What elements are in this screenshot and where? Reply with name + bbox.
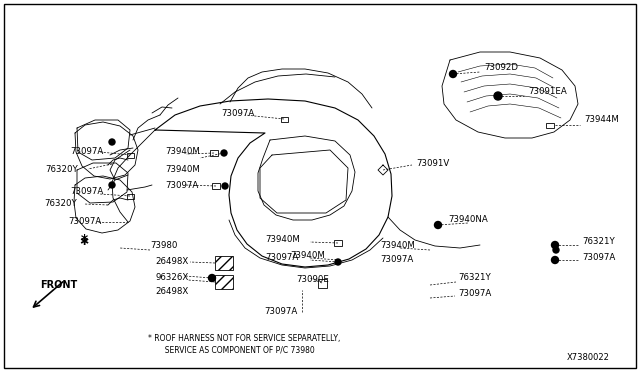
Text: 73091EA: 73091EA [528, 87, 567, 96]
Text: 73090E: 73090E [296, 276, 329, 285]
Text: 73097A: 73097A [264, 308, 298, 317]
Bar [212, 183, 220, 189]
Text: 73940M: 73940M [265, 235, 300, 244]
Text: SERVICE AS COMPONENT OF P/C 73980: SERVICE AS COMPONENT OF P/C 73980 [160, 346, 315, 355]
Circle shape [209, 275, 216, 282]
Bar [127, 193, 134, 199]
Circle shape [222, 183, 228, 189]
Circle shape [335, 259, 341, 265]
Text: 26498X: 26498X [155, 288, 188, 296]
Text: *: * [81, 233, 88, 247]
Bar [215, 275, 233, 289]
Circle shape [552, 241, 559, 248]
Circle shape [449, 71, 456, 77]
Text: 76321Y: 76321Y [582, 237, 615, 247]
Text: 73940M: 73940M [380, 241, 415, 250]
Bar [280, 116, 287, 122]
Text: * ROOF HARNESS NOT FOR SERVICE SEPARATELLY,: * ROOF HARNESS NOT FOR SERVICE SEPARATEL… [148, 334, 340, 343]
Text: FRONT: FRONT [40, 280, 77, 290]
Text: 73092D: 73092D [484, 64, 518, 73]
Text: 73091V: 73091V [416, 158, 449, 167]
Bar [317, 279, 326, 288]
Text: 73097A: 73097A [582, 253, 615, 262]
Text: 76321Y: 76321Y [458, 273, 491, 282]
Bar [127, 153, 134, 157]
Text: 26498X: 26498X [155, 257, 188, 266]
Text: 73097A: 73097A [380, 256, 413, 264]
Text: 76320Y: 76320Y [44, 199, 77, 208]
Text: 76320Y: 76320Y [45, 166, 77, 174]
Text: 73940M: 73940M [165, 166, 200, 174]
Text: 96326X: 96326X [155, 273, 188, 282]
Text: 73940M: 73940M [165, 148, 200, 157]
Text: 73097A: 73097A [70, 148, 103, 157]
Circle shape [553, 247, 559, 253]
Text: *: * [81, 237, 87, 247]
Text: 73940M: 73940M [290, 250, 325, 260]
Circle shape [494, 92, 502, 100]
Text: 73097A: 73097A [265, 253, 298, 263]
Text: 73097A: 73097A [68, 218, 101, 227]
Circle shape [552, 257, 559, 263]
Circle shape [435, 221, 442, 228]
Text: 73097A: 73097A [458, 289, 492, 298]
Bar [215, 256, 233, 270]
Circle shape [109, 182, 115, 188]
Circle shape [221, 150, 227, 156]
Bar [210, 150, 218, 156]
Text: 73980: 73980 [150, 241, 177, 250]
Bar [546, 122, 554, 128]
Text: X7380022: X7380022 [567, 353, 610, 362]
Text: 73097A: 73097A [165, 182, 198, 190]
Text: 73944M: 73944M [584, 115, 619, 125]
Text: 73940NA: 73940NA [448, 215, 488, 224]
Bar [334, 240, 342, 246]
Text: 73097A: 73097A [70, 187, 103, 196]
Text: ✱: ✱ [79, 237, 89, 247]
Text: 73097A: 73097A [221, 109, 254, 119]
Circle shape [109, 139, 115, 145]
